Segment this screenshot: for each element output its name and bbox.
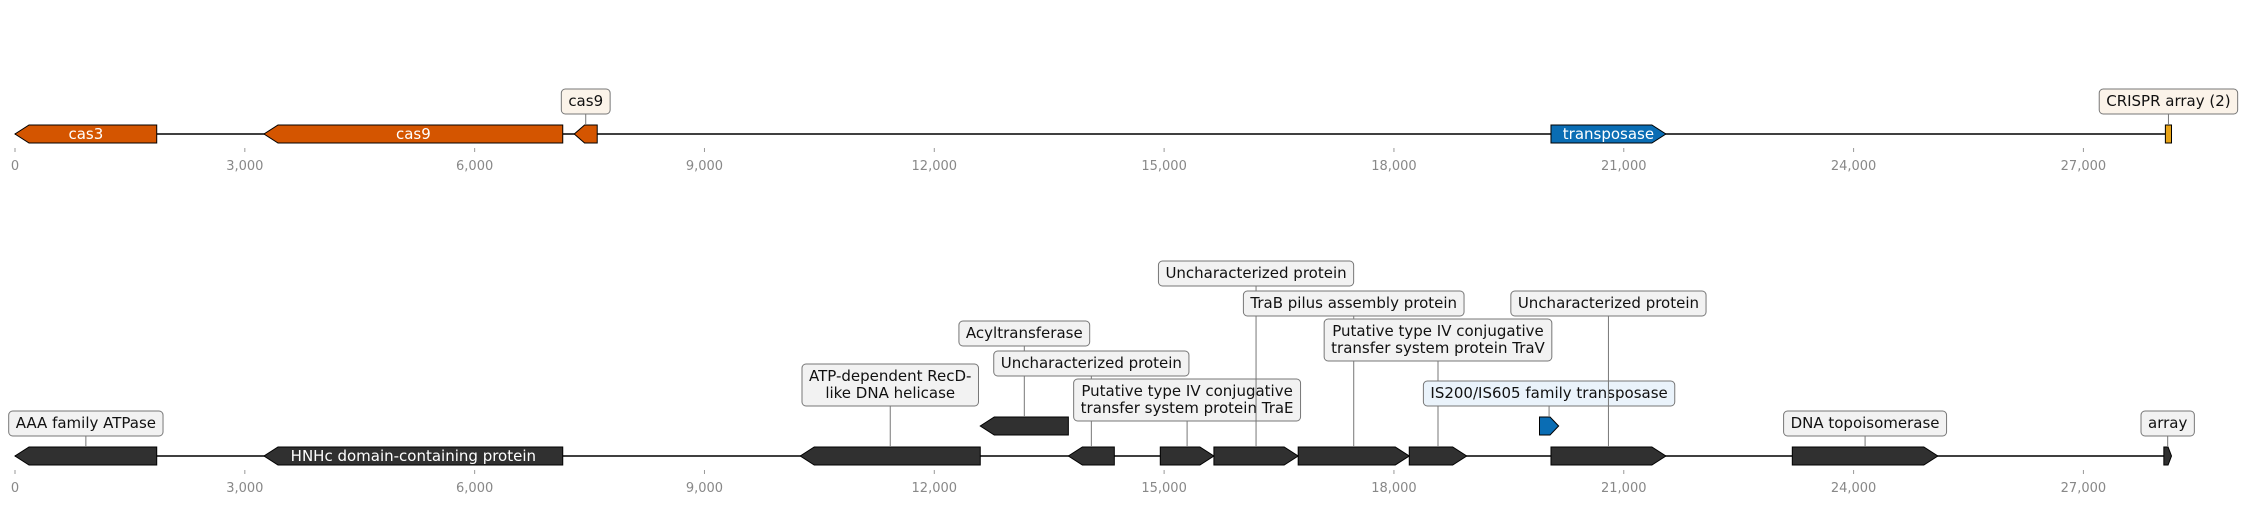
gene-callout: array (2140, 410, 2195, 437)
gene-inline-label: HNHc domain-containing protein (291, 447, 536, 465)
callout-box (1073, 378, 1302, 422)
callout-box (1422, 380, 1676, 407)
callout-text-line: IS200/IS605 family transposase (1430, 384, 1667, 402)
axis-tick-label: 12,000 (912, 159, 958, 174)
callout-box (8, 410, 164, 437)
axis-tick-label: 21,000 (1601, 481, 1647, 496)
callout-text-line: DNA topoisomerase (1791, 414, 1940, 432)
axis-tick-label: 27,000 (2061, 481, 2107, 496)
axis-tick-label: 9,000 (686, 159, 723, 174)
gene-track-2: 0 3,000 6,000 9,000 12,000 15,000 18,000 21,000… (8, 260, 2195, 496)
callout-box (1783, 410, 1948, 437)
callout-text-line: AAA family ATPase (16, 414, 156, 432)
axis-tick-label: 27,000 (2061, 159, 2107, 174)
callout-box (1323, 318, 1553, 362)
gene-feature (263, 124, 564, 144)
gene-inline-label: cas3 (68, 125, 103, 143)
gene-feature (1550, 446, 1667, 466)
callout-box (1510, 290, 1707, 317)
gene-feature (1297, 446, 1411, 466)
gene-feature (2163, 446, 2173, 466)
gene-callout: AAA family ATPase (8, 410, 164, 437)
callout-text-line: Putative type IV conjugative (1081, 382, 1293, 400)
callout-text-line: array (2148, 414, 2187, 432)
callout-box (1157, 260, 1355, 287)
axis-tick-label: 0 (11, 159, 19, 174)
axis-tick-label: 9,000 (686, 481, 723, 496)
callout-text-line: CRISPR array (2) (2106, 92, 2230, 110)
gene-feature (1159, 446, 1215, 466)
gene-callout: TraB pilus assembly protein (1242, 290, 1465, 317)
callout-box (958, 320, 1091, 347)
axis-tick-label: 24,000 (1831, 481, 1877, 496)
gene-track-1: 0 3,000 6,000 9,000 12,000 15,000 18,000 21,000… (11, 88, 2239, 174)
gene-feature (1213, 446, 1300, 466)
callout-text-line: transfer system protein TraE (1081, 399, 1294, 417)
gene-feature (979, 416, 1069, 436)
axis-tick-label: 6,000 (456, 159, 493, 174)
axis-tick-label: 3,000 (226, 481, 263, 496)
axis-tick-label: 6,000 (456, 481, 493, 496)
callout-box (993, 350, 1190, 377)
axis-tick-label: 18,000 (1371, 159, 1417, 174)
callout-box (2098, 88, 2239, 115)
callout-text-line: Putative type IV conjugative (1332, 322, 1544, 340)
callout-text-line: transfer system protein TraV (1331, 339, 1545, 357)
axis-tick-label: 12,000 (912, 481, 958, 496)
gene-feature (14, 446, 158, 466)
gene-callout: Acyltransferase (958, 320, 1091, 347)
gene-feature (14, 124, 158, 144)
callout-text-line: cas9 (568, 92, 603, 110)
axis-tick-label: 0 (11, 481, 19, 496)
gene-callout: DNA topoisomerase (1783, 410, 1948, 437)
callout-box (560, 88, 611, 115)
axis-tick-label: 15,000 (1141, 159, 1187, 174)
callout-box (2140, 410, 2195, 437)
callout-text-line: Uncharacterized protein (1001, 354, 1182, 372)
gene-feature (2164, 124, 2173, 144)
axis-tick-label: 18,000 (1371, 481, 1417, 496)
gene-callout: Uncharacterized protein (993, 350, 1190, 377)
callout-box (801, 363, 979, 407)
gene-callout: cas9 (560, 88, 611, 115)
gene-callout: Uncharacterized protein (1157, 260, 1355, 287)
gene-callout: CRISPR array (2) (2098, 88, 2239, 115)
gene-feature (1408, 446, 1468, 466)
callout-text-line: ATP-dependent RecD- (809, 367, 972, 385)
axis-tick-label: 24,000 (1831, 159, 1877, 174)
callout-text-line: Uncharacterized protein (1518, 294, 1699, 312)
gene-inline-label: transposase (1563, 125, 1654, 143)
callout-box (1242, 290, 1465, 317)
callout-text-line: Acyltransferase (966, 324, 1083, 342)
gene-feature (1550, 124, 1667, 144)
callout-text-line: TraB pilus assembly protein (1249, 294, 1457, 312)
axis-tick-label: 21,000 (1601, 159, 1647, 174)
gene-feature (1791, 446, 1939, 466)
callout-text-line: Uncharacterized protein (1165, 264, 1346, 282)
gene-feature (799, 446, 981, 466)
axis-tick-label: 15,000 (1141, 481, 1187, 496)
gene-callout: Uncharacterized protein (1510, 290, 1707, 317)
gene-feature (573, 124, 598, 144)
gene-callout: IS200/IS605 family transposase (1422, 380, 1676, 407)
gene-callout: ATP-dependent RecD-like DNA helicase (801, 363, 979, 407)
callout-text-line: like DNA helicase (825, 384, 955, 402)
axis-tick-label: 3,000 (226, 159, 263, 174)
gene-feature (1067, 446, 1115, 466)
gene-feature (263, 446, 564, 466)
gene-inline-label: cas9 (396, 125, 431, 143)
gene-feature (1538, 416, 1560, 436)
